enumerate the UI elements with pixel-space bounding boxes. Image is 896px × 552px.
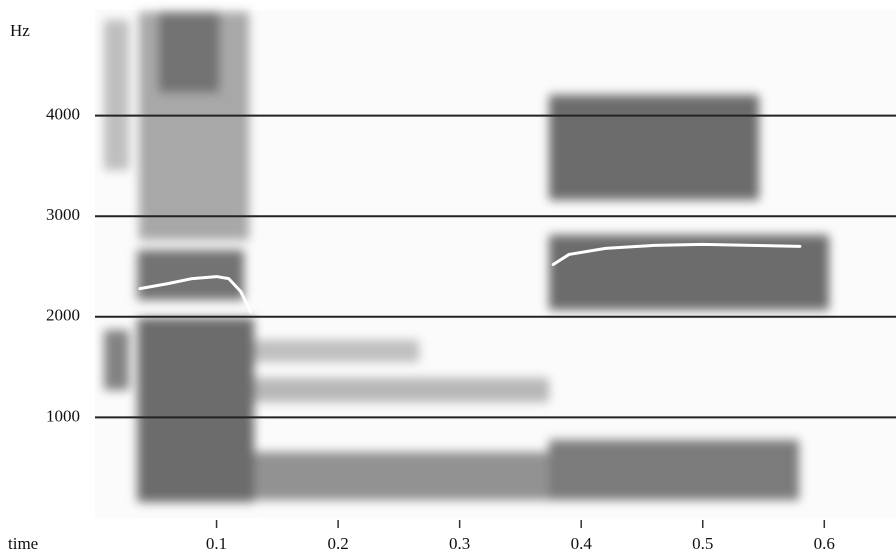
- x-axis-label: time: [8, 534, 38, 552]
- x-tick-label: 0.3: [449, 534, 470, 552]
- x-tick-label: 0.2: [327, 534, 348, 552]
- x-tick-label: 0.5: [692, 534, 713, 552]
- formant-track: [138, 275, 253, 314]
- formant-track: [551, 242, 802, 267]
- y-axis-label: Hz: [10, 21, 30, 40]
- spectral-energy: [105, 12, 830, 502]
- x-tick-label: 0.1: [206, 534, 227, 552]
- y-tick-label: 1000: [46, 406, 80, 425]
- y-tick-label: 2000: [46, 306, 80, 325]
- y-tick-label: 4000: [46, 105, 80, 124]
- x-tick-label: 0.4: [571, 534, 593, 552]
- x-tick-label: 0.6: [814, 534, 835, 552]
- y-tick-label: 3000: [46, 205, 80, 224]
